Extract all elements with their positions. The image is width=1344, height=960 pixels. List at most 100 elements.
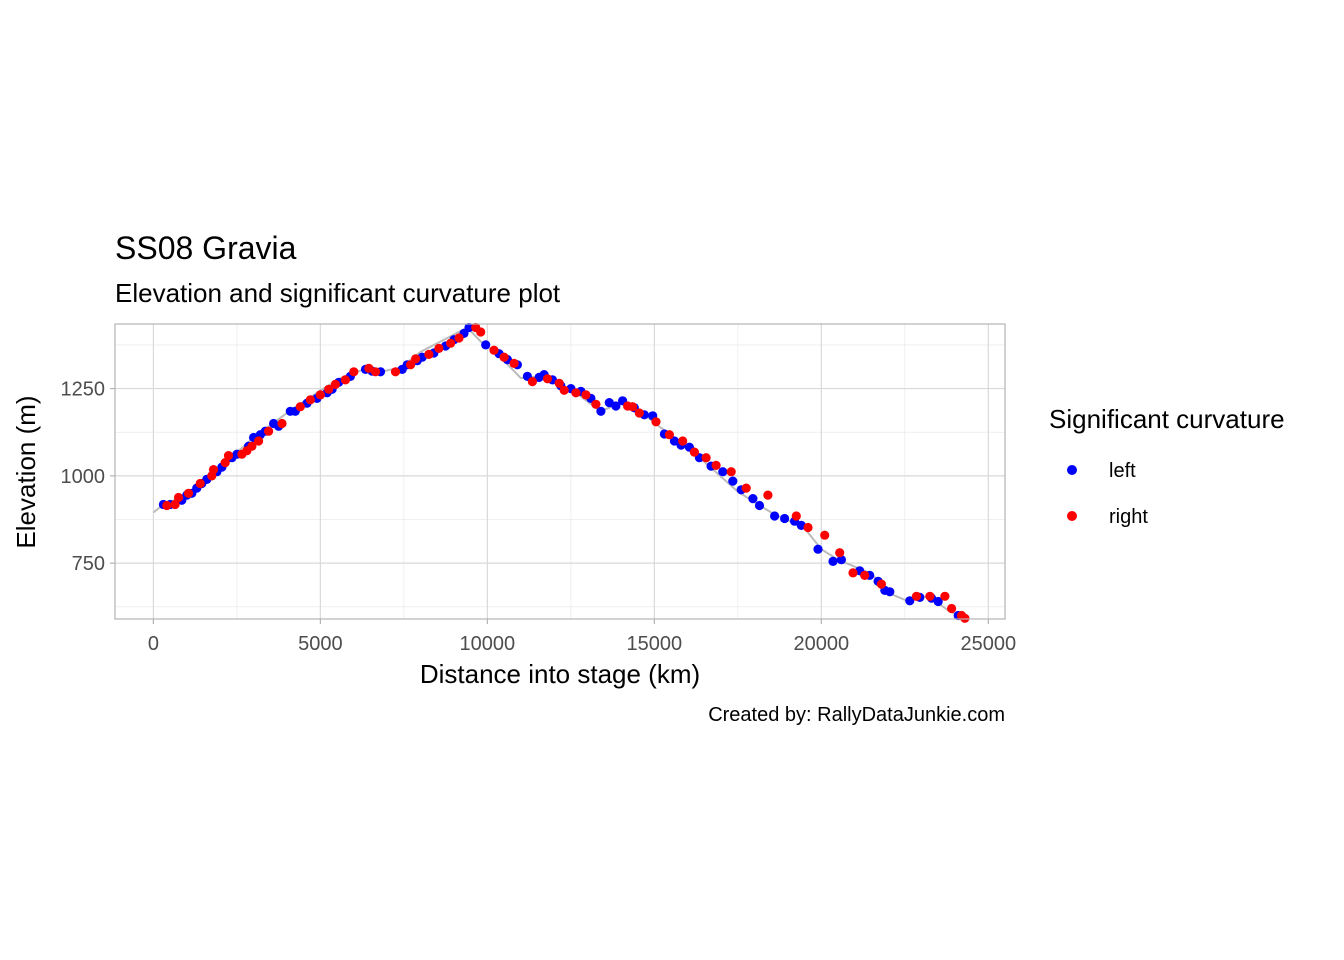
point-right [960,613,970,623]
point-left [836,555,847,565]
point-right [542,374,553,384]
y-tick-label: 1000 [61,466,106,488]
point-right [370,367,381,377]
point-right [925,591,935,601]
point-left [933,596,943,607]
point-right [183,488,194,498]
x-tick-label: 10000 [460,633,516,655]
point-right [701,453,711,463]
point-right [324,384,334,394]
point-right [554,378,564,388]
point-left [770,511,780,521]
point-right [634,408,644,418]
point-left [748,494,758,504]
point-left [611,401,621,411]
point-right [876,579,887,589]
point-right [434,343,444,353]
legend-swatch-left [1067,465,1077,475]
point-right [664,430,675,440]
point-left [828,556,838,567]
point-right [559,385,569,395]
point-right [208,465,219,475]
x-tick-label: 15000 [627,633,683,655]
x-tick-label: 25000 [960,633,1016,655]
point-right [803,522,813,533]
point-right [424,349,434,359]
point-right [741,483,751,493]
point-right [509,358,519,368]
point-left [596,406,606,416]
point-right [726,467,736,477]
x-tick-label: 0 [148,633,159,655]
x-axis-title: Distance into stage (km) [420,659,700,689]
chart-subtitle: Elevation and significant curvature plot [115,278,561,308]
point-right [476,327,486,337]
point-right [940,591,950,601]
point-left [481,340,491,350]
point-left [885,587,895,597]
y-tick-label: 1250 [61,379,106,401]
point-right [277,418,287,429]
point-right [390,367,401,377]
point-right [651,417,661,427]
grid-major [115,324,1005,619]
point-right [247,441,257,451]
x-tick-label: 20000 [794,633,850,655]
legend-title: Significant curvature [1049,404,1285,434]
point-right [835,548,845,558]
point-right [264,426,274,436]
chart-title: SS08 Gravia [115,230,297,266]
point-right [223,451,234,461]
point-right [860,570,870,581]
point-left [905,596,915,606]
chart-caption: Created by: RallyDataJunkie.com [708,704,1005,726]
point-right [628,402,638,412]
point-right [591,399,601,409]
point-right [848,568,858,578]
legend: Significant curvature left right [1049,404,1285,528]
x-axis-ticks: 0 5000 10000 15000 20000 25000 [148,619,1016,655]
point-right [454,333,464,343]
point-right [220,458,230,468]
plot-border [114,323,1006,620]
point-right [411,354,421,364]
y-tick-label: 750 [72,553,105,575]
point-right [254,436,264,446]
point-right [911,591,922,601]
y-axis-title: Elevation (m) [11,395,41,548]
point-right [689,447,700,457]
point-right [195,478,205,489]
point-right [820,530,830,540]
legend-swatch-right [1067,511,1077,521]
legend-label-right: right [1109,506,1148,528]
point-right [170,499,180,510]
point-left [718,467,728,477]
point-right [791,511,801,521]
point-right [678,436,688,446]
point-right [947,603,957,614]
point-right [305,395,315,405]
point-left [813,544,823,554]
point-right [173,492,184,503]
point-right [581,390,591,400]
point-right [446,338,456,348]
point-right [499,352,509,362]
point-right [763,490,773,500]
point-right [349,367,359,377]
y-axis-ticks: 750 1000 1250 [61,379,115,575]
point-right [315,390,325,400]
point-right [330,379,340,389]
point-right [489,345,499,355]
point-right [295,402,305,412]
plot-area [114,322,1006,623]
curvature-points [158,322,970,623]
point-left [464,322,474,333]
point-right [340,375,350,385]
point-right [711,460,721,470]
point-left [728,476,738,486]
point-left [754,500,765,511]
point-left [780,513,790,524]
point-right [527,377,538,387]
point-right [571,388,581,398]
